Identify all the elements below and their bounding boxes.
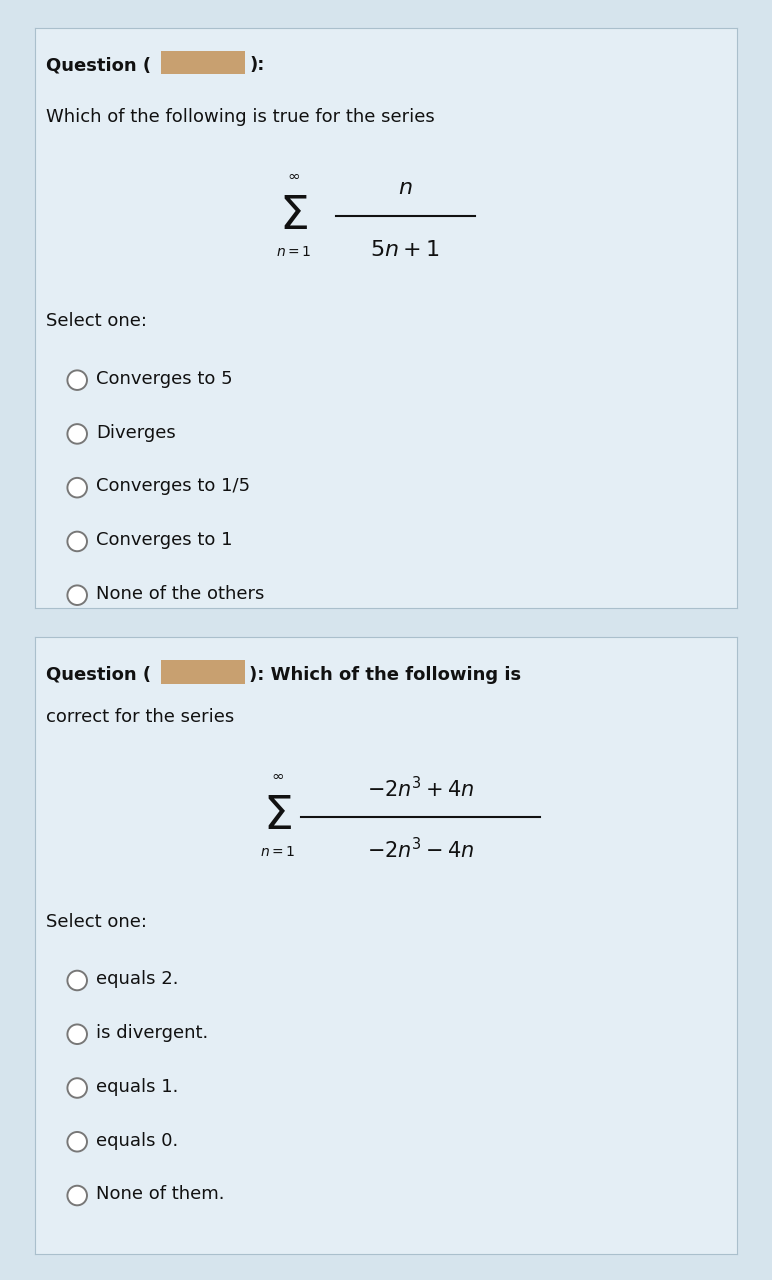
Text: $\infty$: $\infty$ [272, 768, 284, 783]
Circle shape [67, 585, 87, 605]
Text: Select one:: Select one: [46, 913, 147, 931]
Circle shape [67, 370, 87, 390]
Text: Question (: Question ( [46, 666, 151, 684]
Text: Question (: Question ( [46, 56, 151, 74]
Text: Converges to 5: Converges to 5 [96, 370, 233, 388]
Circle shape [67, 1185, 87, 1206]
Text: equals 1.: equals 1. [96, 1078, 179, 1096]
Text: None of them.: None of them. [96, 1185, 225, 1203]
Text: $\Sigma$: $\Sigma$ [279, 193, 308, 239]
Text: Diverges: Diverges [96, 424, 176, 442]
Text: None of the others: None of the others [96, 585, 265, 603]
Text: correct for the series: correct for the series [46, 708, 235, 726]
Text: equals 0.: equals 0. [96, 1132, 179, 1149]
Circle shape [67, 1078, 87, 1098]
Text: Converges to 1/5: Converges to 1/5 [96, 477, 251, 495]
Text: Which of the following is true for the series: Which of the following is true for the s… [46, 108, 435, 125]
Circle shape [67, 1132, 87, 1152]
Circle shape [67, 477, 87, 498]
Text: $-2n^3 - 4n$: $-2n^3 - 4n$ [367, 837, 475, 863]
Text: $\Sigma$: $\Sigma$ [263, 794, 293, 840]
Text: $\infty$: $\infty$ [287, 168, 300, 183]
Text: is divergent.: is divergent. [96, 1024, 208, 1042]
Text: ):: ): [249, 56, 265, 74]
Circle shape [67, 424, 87, 444]
Circle shape [67, 531, 87, 552]
Text: $5n + 1$: $5n + 1$ [371, 239, 440, 260]
Circle shape [67, 970, 87, 991]
Text: Converges to 1: Converges to 1 [96, 531, 233, 549]
Text: ): Which of the following is: ): Which of the following is [249, 666, 521, 684]
Text: $n=1$: $n=1$ [260, 846, 296, 859]
Text: equals 2.: equals 2. [96, 970, 179, 988]
Text: $n=1$: $n=1$ [276, 246, 311, 259]
Text: $n$: $n$ [398, 178, 412, 198]
Circle shape [67, 1024, 87, 1044]
Text: Select one:: Select one: [46, 312, 147, 330]
Text: $-2n^3 + 4n$: $-2n^3 + 4n$ [367, 776, 475, 801]
